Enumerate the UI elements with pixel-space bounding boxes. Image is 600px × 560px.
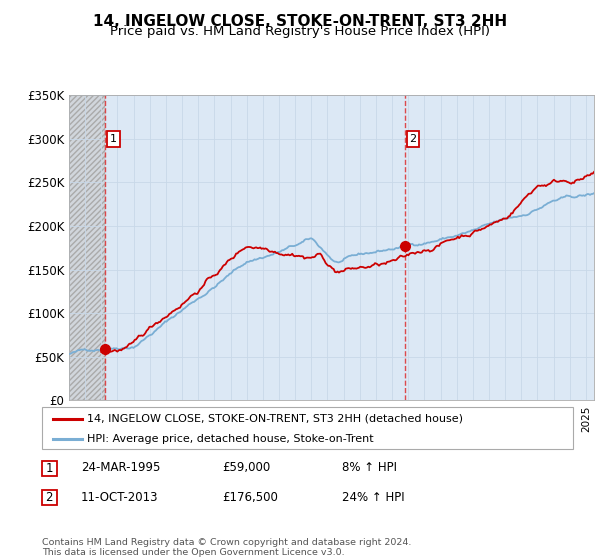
Text: £59,000: £59,000	[222, 461, 270, 474]
Text: Price paid vs. HM Land Registry's House Price Index (HPI): Price paid vs. HM Land Registry's House …	[110, 25, 490, 38]
Text: 14, INGELOW CLOSE, STOKE-ON-TRENT, ST3 2HH (detached house): 14, INGELOW CLOSE, STOKE-ON-TRENT, ST3 2…	[87, 414, 463, 424]
Text: 14, INGELOW CLOSE, STOKE-ON-TRENT, ST3 2HH: 14, INGELOW CLOSE, STOKE-ON-TRENT, ST3 2…	[93, 14, 507, 29]
Text: 24-MAR-1995: 24-MAR-1995	[81, 461, 160, 474]
Text: Contains HM Land Registry data © Crown copyright and database right 2024.
This d: Contains HM Land Registry data © Crown c…	[42, 538, 412, 557]
Text: 8% ↑ HPI: 8% ↑ HPI	[342, 461, 397, 474]
Text: 1: 1	[110, 134, 117, 144]
Text: HPI: Average price, detached house, Stoke-on-Trent: HPI: Average price, detached house, Stok…	[87, 433, 374, 444]
Text: 24% ↑ HPI: 24% ↑ HPI	[342, 491, 404, 504]
Text: 2: 2	[46, 491, 53, 505]
FancyBboxPatch shape	[41, 491, 57, 505]
Text: £176,500: £176,500	[222, 491, 278, 504]
Text: 1: 1	[46, 461, 53, 475]
Text: 11-OCT-2013: 11-OCT-2013	[81, 491, 158, 504]
Text: 2: 2	[410, 134, 416, 144]
FancyBboxPatch shape	[42, 407, 573, 449]
FancyBboxPatch shape	[41, 460, 57, 475]
